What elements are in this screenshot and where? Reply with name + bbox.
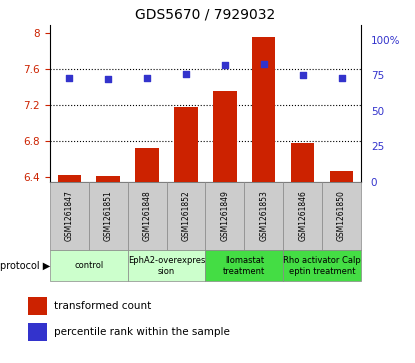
Bar <box>135 148 159 182</box>
Bar <box>28 323 47 341</box>
Point <box>338 75 345 81</box>
Bar <box>322 182 361 250</box>
Text: GSM1261850: GSM1261850 <box>337 191 346 241</box>
Text: GSM1261852: GSM1261852 <box>181 191 190 241</box>
Bar <box>50 182 89 250</box>
Text: control: control <box>74 261 103 270</box>
Text: Rho activator Calp
eptin treatment: Rho activator Calp eptin treatment <box>283 256 361 276</box>
Bar <box>128 250 205 281</box>
Bar <box>213 91 237 182</box>
Text: GSM1261846: GSM1261846 <box>298 191 307 241</box>
Text: percentile rank within the sample: percentile rank within the sample <box>54 327 230 337</box>
Point <box>105 77 112 82</box>
Bar <box>58 175 81 182</box>
Text: GSM1261848: GSM1261848 <box>143 191 151 241</box>
Bar <box>50 250 128 281</box>
Text: EphA2-overexpres
sion: EphA2-overexpres sion <box>128 256 205 276</box>
Bar <box>283 182 322 250</box>
Bar <box>96 176 120 182</box>
Point <box>222 62 228 68</box>
Text: protocol ▶: protocol ▶ <box>0 261 50 271</box>
Point <box>66 75 73 81</box>
Title: GDS5670 / 7929032: GDS5670 / 7929032 <box>135 8 276 21</box>
Text: transformed count: transformed count <box>54 301 151 311</box>
Point <box>144 75 150 81</box>
Bar <box>205 182 244 250</box>
Point <box>261 61 267 67</box>
Bar <box>166 182 205 250</box>
Bar <box>291 143 315 182</box>
Text: llomastat
treatment: llomastat treatment <box>223 256 266 276</box>
Text: GSM1261853: GSM1261853 <box>259 191 268 241</box>
Bar <box>174 107 198 182</box>
Bar <box>28 297 47 315</box>
Bar <box>252 37 276 182</box>
Bar <box>89 182 128 250</box>
Bar <box>205 250 283 281</box>
Bar <box>283 250 361 281</box>
Point <box>183 71 189 77</box>
Bar <box>330 171 353 182</box>
Bar <box>128 182 166 250</box>
Bar <box>244 182 283 250</box>
Text: GSM1261847: GSM1261847 <box>65 191 74 241</box>
Text: GSM1261849: GSM1261849 <box>220 191 229 241</box>
Text: GSM1261851: GSM1261851 <box>104 191 112 241</box>
Point <box>299 72 306 78</box>
